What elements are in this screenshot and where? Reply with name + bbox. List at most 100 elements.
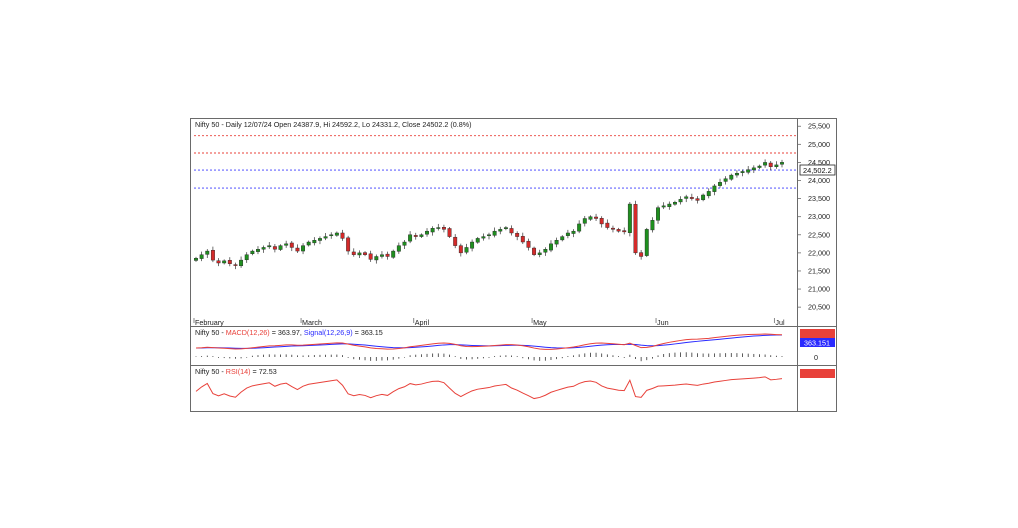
candle-body [458,245,463,254]
candle-body [729,174,734,180]
candle-body [611,227,615,230]
candle-body [261,247,266,250]
y-tick-label-7: 22,000 [808,248,830,257]
candle-body [475,238,480,243]
candle-body [318,238,322,241]
candle-body [453,236,458,246]
candle-body [526,240,531,248]
candle-body [701,194,706,201]
candle-body [650,220,655,231]
candle-body [216,260,221,264]
candle-body [549,243,553,251]
candle-body [470,241,475,249]
candle-body [498,229,503,232]
candle-body [295,247,300,252]
candle-body [396,245,401,252]
macd-legend-name: Nifty 50 - [195,328,226,337]
candle-body [346,237,351,252]
candle-body [464,247,469,253]
candle-body [751,167,756,171]
y-tick-label-4: 23,500 [808,194,830,203]
candle-body [757,165,762,168]
macd-legend-macd-value: = 363.97, [270,328,304,337]
candle-body [560,236,565,241]
candle-body [284,243,289,246]
candle-body [441,227,446,230]
candle-body [594,216,599,219]
candle-body [301,245,306,252]
candle-body [616,229,621,232]
candle-body [385,253,390,257]
rsi-legend: Nifty 50 - RSI(14) = 72.53 [195,367,277,376]
candle-body [210,249,215,261]
x-tick-label-3: May [533,318,547,327]
rsi-value-badge [800,369,835,378]
candle-body [627,203,632,233]
candle-body [644,229,649,256]
y-tick-label-8: 21,500 [808,266,830,275]
candle-body [706,191,711,197]
candle-body [763,162,768,166]
candle-body [667,203,672,207]
candle-body [780,162,784,165]
y-tick-label-3: 24,000 [808,176,830,185]
candle-body [447,228,452,237]
macd-legend-signal: Signal(12,26,9) [304,328,353,337]
candle-body [408,234,413,242]
candle-body [689,197,694,199]
x-tick-label-1: March [302,318,322,327]
candle-body [340,232,345,239]
candle-body [256,249,260,252]
macd-legend-macd: MACD(12,26) [226,328,270,337]
candle-body [312,240,317,244]
candle-body [532,247,537,255]
candle-body [267,245,272,248]
last-price-label: 24,502.2 [803,166,832,175]
candle-body [588,216,593,220]
candle-body [672,202,677,205]
candle-body [233,264,238,266]
candle-body [487,234,491,236]
y-tick-label-1: 25,000 [808,140,830,149]
candle-body [250,250,255,255]
macd-line [195,333,783,350]
candle-body [363,252,367,255]
x-tick-label-5: Jul [775,318,785,327]
price-axis: 25,500 25,000 24,500 24,000 23,500 23,000 22,5… [797,122,830,312]
candle-body [718,182,722,186]
candle-body [577,223,582,232]
candle-body [515,233,520,237]
candle-body [537,252,542,255]
candle-body [503,227,508,229]
candle-body [599,218,604,225]
x-tick-label-4: Jun [657,318,669,327]
chart-frame [190,118,837,412]
candle-body [656,207,660,221]
candle-body [334,232,339,236]
signal-value-label: 363.151 [804,339,830,348]
x-tick-label-0: February [195,318,224,327]
candle-body [678,199,683,203]
candle-body [520,236,525,243]
candle-body [244,254,249,261]
candle-body [379,254,384,257]
y-tick-label-0: 25,500 [808,122,830,131]
last-price-badge [799,164,836,176]
candle-body [639,252,644,257]
y-tick-label-6: 22,500 [808,230,830,239]
chart-header: Nifty 50 - Daily 12/07/24 Open 24387.9, … [195,120,472,129]
candle-body [205,250,210,255]
candle-body [774,164,779,167]
candle-body [712,185,717,192]
candle-body [413,235,418,237]
candle-body [605,222,610,228]
candle-body [222,260,227,264]
candle-body [565,232,570,236]
candle-body [633,204,638,254]
candle-body [582,218,587,224]
y-tick-label-2: 24,500 [808,158,830,167]
candle-body [368,253,373,260]
macd-value-badge [800,329,835,338]
candles [194,159,784,270]
candle-body [323,236,328,239]
